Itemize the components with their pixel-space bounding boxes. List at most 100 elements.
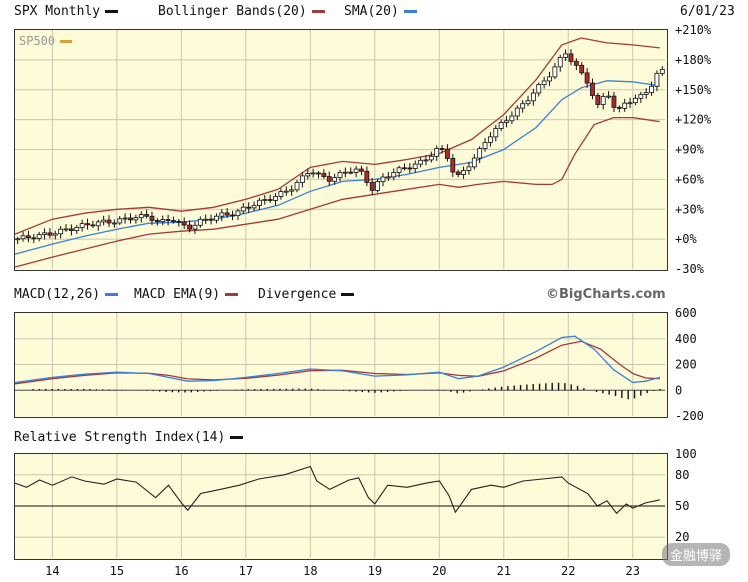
candle-body	[224, 212, 230, 216]
candle-body	[568, 53, 574, 62]
candle-body	[498, 122, 504, 129]
candle-body	[509, 115, 515, 122]
candle-body	[547, 76, 552, 82]
candle-body	[262, 199, 268, 201]
candle-body	[552, 66, 558, 78]
candle-body	[203, 218, 209, 221]
macd-legend: MACD(12,26)	[14, 287, 119, 303]
candle-body	[208, 218, 214, 221]
candle-body	[235, 210, 241, 217]
macd-ytick-label: 600	[675, 306, 697, 320]
candle-body	[348, 171, 354, 174]
candle-body	[643, 92, 649, 95]
price-ytick-label: -30%	[675, 262, 705, 276]
macd-ytick-label: -200	[675, 409, 704, 423]
candle-body	[573, 61, 579, 66]
candle-body	[391, 172, 397, 178]
candle-body	[310, 172, 316, 175]
candle-body	[477, 148, 483, 159]
candle-body	[26, 235, 31, 239]
macd-ema-line	[14, 340, 660, 385]
candle-body	[407, 167, 413, 170]
x-tick-label: 21	[497, 564, 511, 578]
candle-body	[412, 163, 418, 169]
candle-body	[95, 221, 101, 227]
candle-body	[133, 217, 139, 221]
candle-body	[58, 228, 64, 235]
candle-body	[353, 168, 359, 173]
macd-ytick-label: 0	[675, 383, 682, 397]
candle-body	[257, 199, 262, 206]
candle-body	[197, 218, 203, 226]
rsi-ytick-label: 20	[675, 530, 689, 544]
candle-body	[380, 176, 386, 182]
candle-body	[584, 72, 590, 84]
candle-body	[176, 220, 182, 223]
candle-body	[520, 103, 526, 109]
candle-body	[36, 234, 42, 239]
candle-body	[144, 214, 150, 217]
candle-body	[214, 215, 219, 221]
candle-body	[466, 166, 472, 171]
candle-body	[251, 205, 257, 209]
candle-body	[611, 95, 617, 108]
candle-body	[69, 228, 74, 231]
bollinger-swatch	[311, 10, 325, 13]
candle-body	[90, 224, 96, 227]
price-ytick-label: +0%	[675, 232, 697, 246]
candle-body	[385, 176, 391, 179]
candle-body	[541, 80, 547, 85]
candle-body	[359, 168, 364, 172]
x-tick-label: 14	[45, 564, 59, 578]
x-tick-label: 19	[368, 564, 382, 578]
candle-body	[305, 173, 311, 177]
ema-label: MACD EMA(9)	[134, 287, 221, 302]
candle-body	[423, 159, 429, 162]
candle-body	[294, 182, 300, 191]
candle-body	[649, 85, 654, 94]
price-ytick-label: +210%	[675, 23, 712, 37]
candle-body	[445, 148, 450, 159]
candle-body	[455, 171, 461, 175]
price-ytick-label: +120%	[675, 113, 712, 127]
candle-body	[402, 167, 407, 170]
candle-body	[337, 172, 343, 178]
source-label: ©BigCharts.com	[546, 287, 666, 302]
rsi-label: Relative Strength Index(14)	[14, 430, 226, 445]
candle-body	[316, 172, 321, 175]
candle-body	[101, 219, 107, 223]
symbol-label: SPX Monthly	[14, 4, 101, 19]
candle-body	[364, 170, 370, 183]
candle-body	[149, 215, 155, 221]
candle-body	[450, 158, 456, 173]
candle-body	[160, 219, 166, 223]
macd-ytick-label: 400	[675, 332, 697, 346]
candle-body	[616, 106, 622, 109]
rsi-ytick-label: 80	[675, 468, 689, 482]
x-tick-label: 15	[110, 564, 124, 578]
candle-body	[79, 223, 85, 228]
price-ytick-label: +30%	[675, 202, 705, 216]
x-tick-label: 17	[239, 564, 253, 578]
candle-body	[461, 170, 466, 175]
candle-body	[267, 199, 273, 201]
sma-line	[14, 80, 660, 255]
x-tick-label: 23	[626, 564, 640, 578]
bollinger-label: Bollinger Bands(20)	[158, 4, 307, 19]
candle-body	[278, 191, 284, 197]
x-tick-label: 16	[174, 564, 188, 578]
candle-body	[240, 206, 246, 212]
candle-body	[654, 72, 660, 87]
candle-body	[63, 228, 69, 231]
macd-label: MACD(12,26)	[14, 287, 101, 302]
candle-body	[52, 233, 58, 236]
candle-body	[246, 206, 252, 209]
candle-body	[47, 232, 53, 236]
bollinger-upper-line	[14, 37, 660, 235]
bollinger-lower-line	[14, 116, 660, 268]
sp500-label: SP500	[19, 33, 73, 49]
candle-body	[138, 214, 144, 219]
watermark: 金融博驿	[661, 543, 730, 566]
sma-legend: SMA(20)	[344, 4, 417, 20]
